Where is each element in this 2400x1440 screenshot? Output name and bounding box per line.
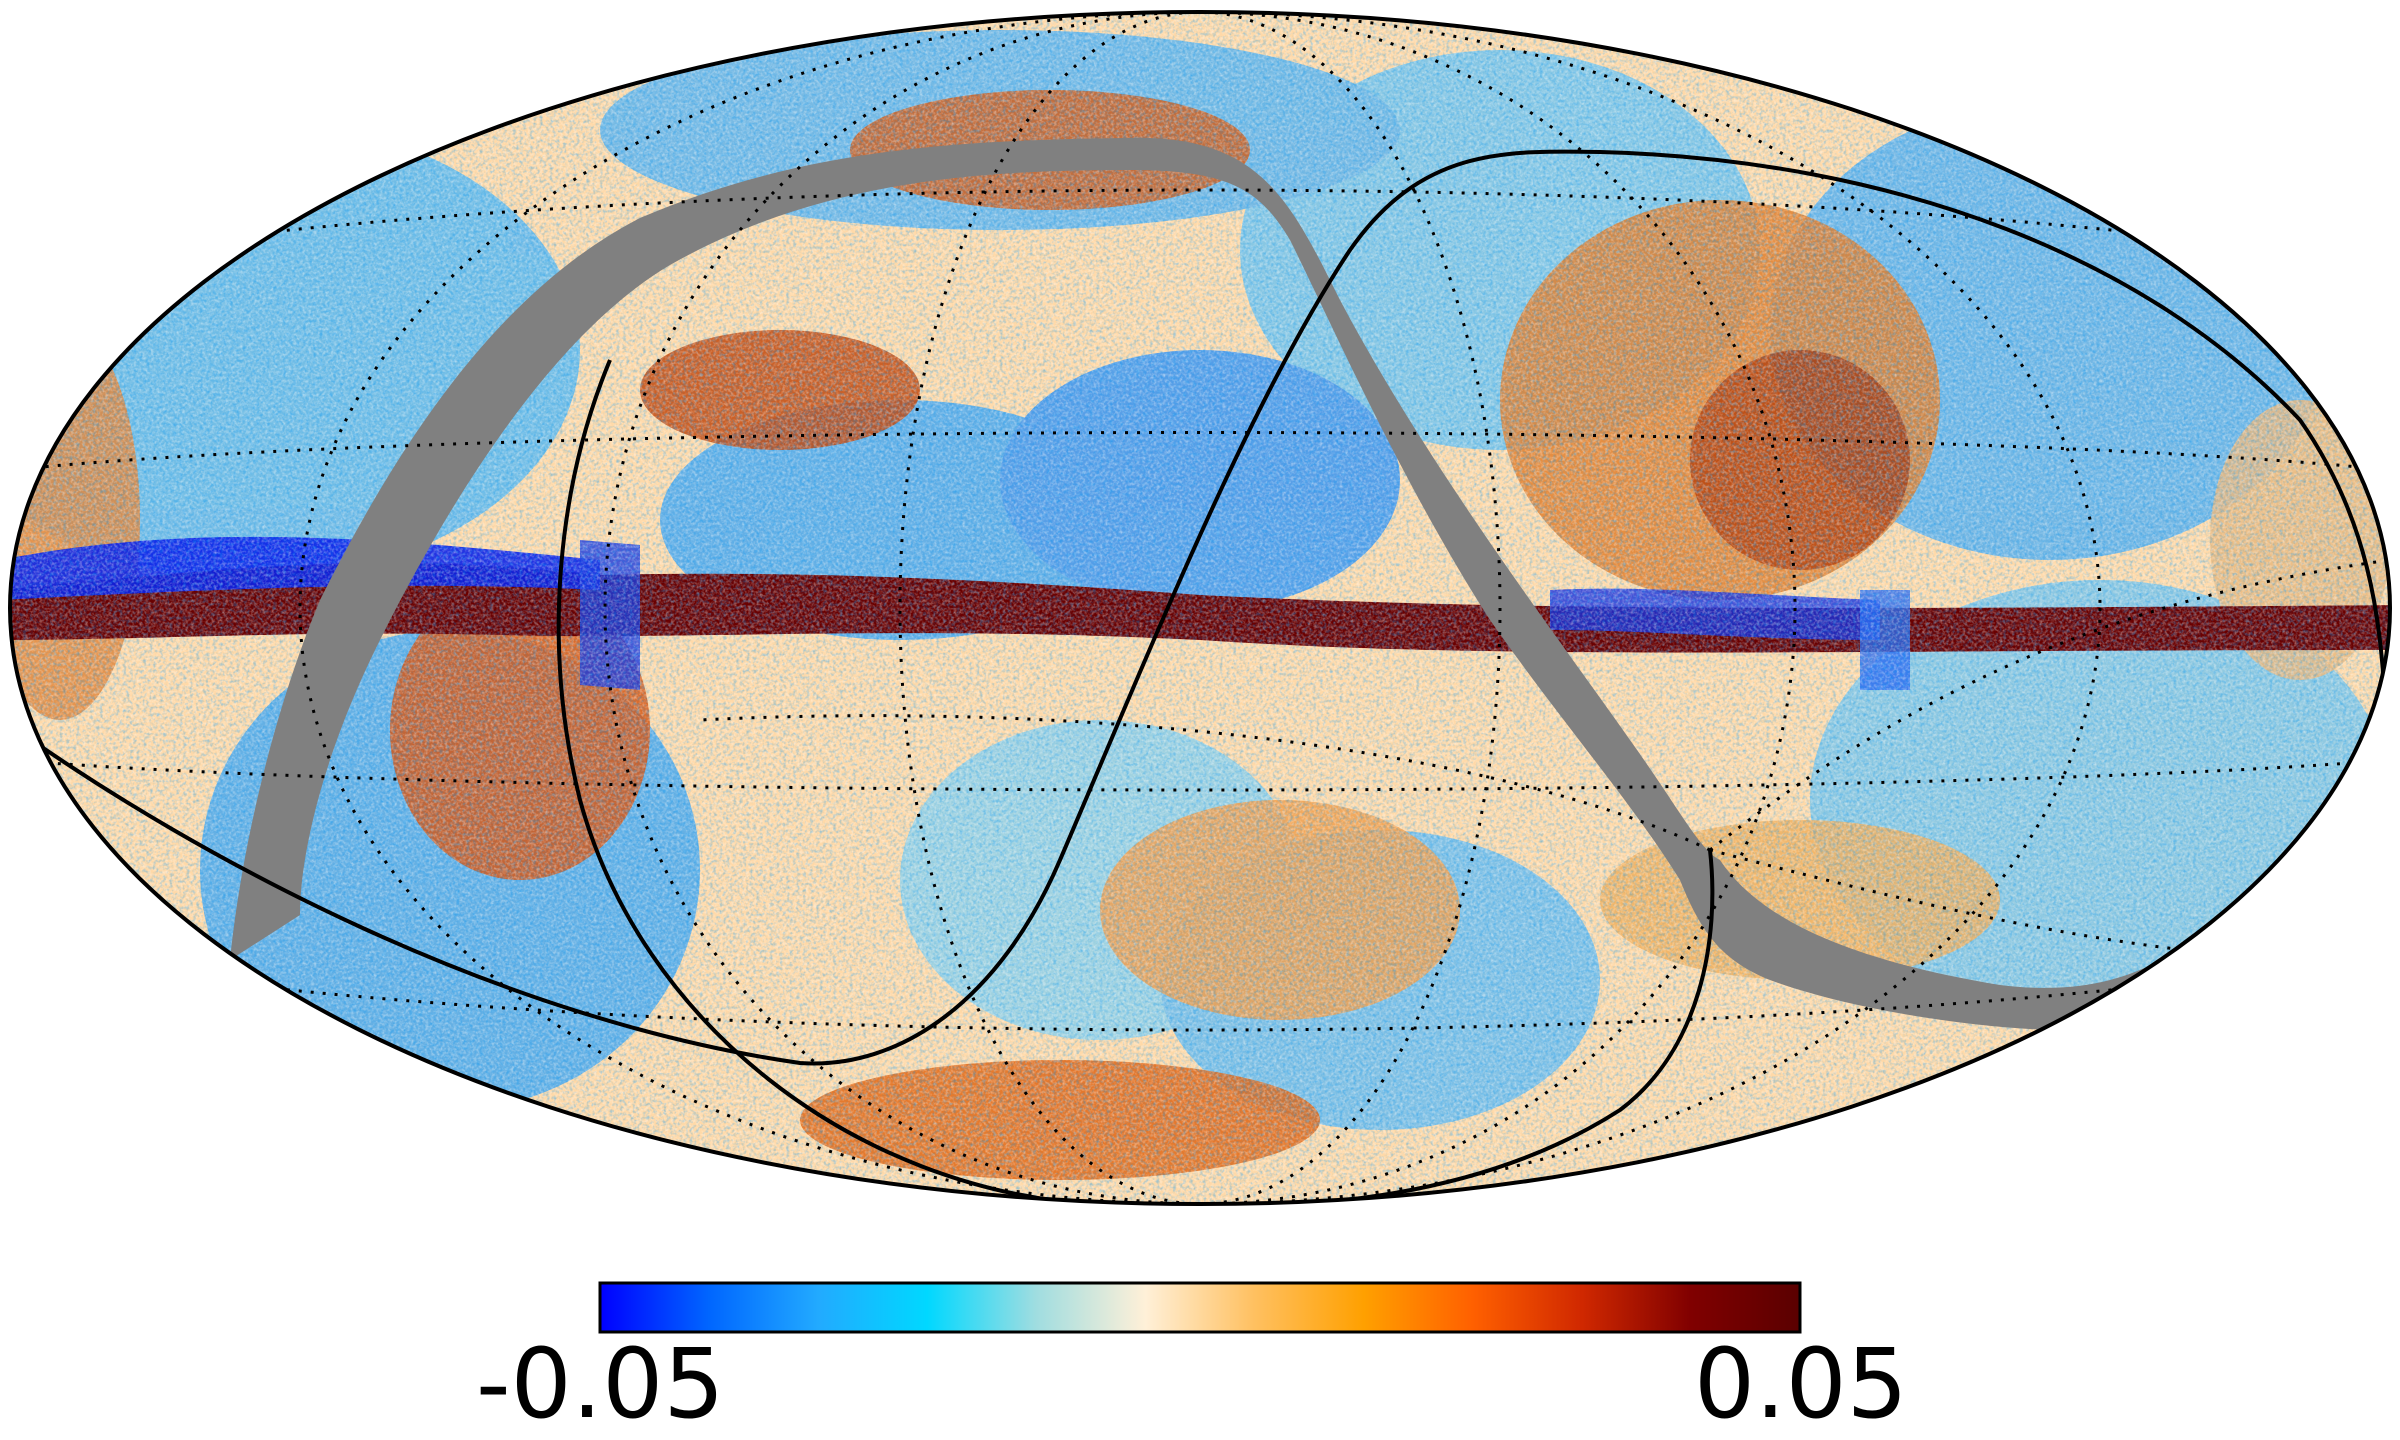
mollweide-sky-map	[10, 12, 2390, 1204]
colorbar-min-label: -0.05	[476, 1328, 725, 1440]
colorbar-gradient	[598, 1281, 1802, 1334]
map-outline	[8, 10, 2392, 1206]
colorbar-max-label: 0.05	[1694, 1328, 1908, 1440]
colorbar	[598, 1281, 1802, 1334]
ecliptic-curves	[10, 149, 2387, 1204]
